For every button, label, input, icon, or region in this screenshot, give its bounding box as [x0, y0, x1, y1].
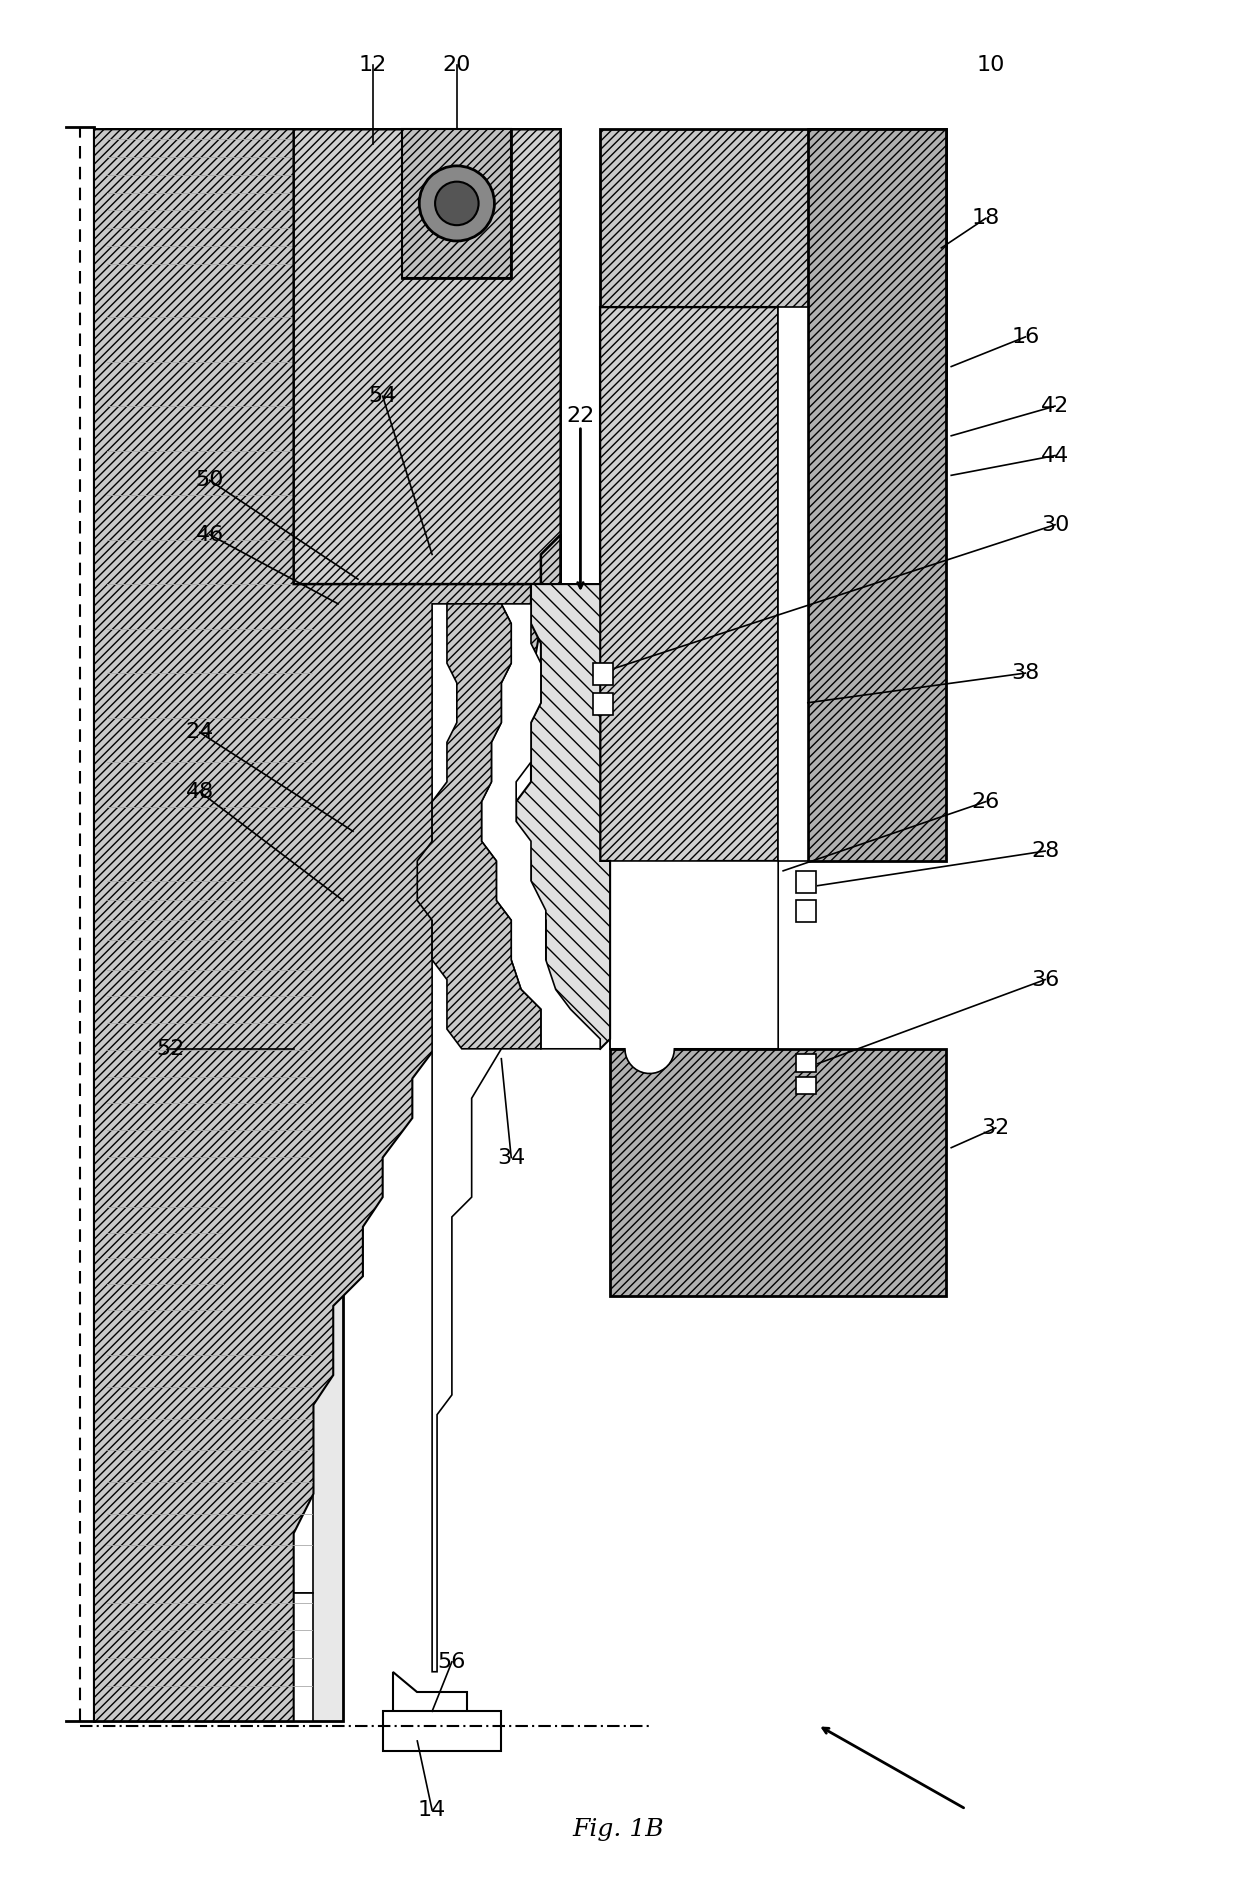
Text: 30: 30	[1040, 516, 1069, 535]
Polygon shape	[610, 861, 778, 1048]
Text: Fig. 1B: Fig. 1B	[573, 1819, 664, 1842]
Polygon shape	[106, 308, 313, 871]
Text: 28: 28	[1030, 841, 1059, 861]
Text: 52: 52	[156, 1039, 184, 1060]
Text: 36: 36	[1030, 969, 1059, 990]
Polygon shape	[795, 1077, 815, 1094]
Polygon shape	[382, 1711, 501, 1751]
Polygon shape	[610, 861, 778, 1073]
Polygon shape	[795, 1054, 815, 1071]
Text: 46: 46	[195, 525, 224, 544]
Polygon shape	[795, 871, 815, 893]
Polygon shape	[795, 901, 815, 922]
Text: 38: 38	[1012, 663, 1039, 684]
Polygon shape	[106, 1592, 313, 1721]
Text: 26: 26	[972, 791, 999, 812]
Polygon shape	[610, 1048, 946, 1296]
Polygon shape	[106, 1345, 313, 1592]
Text: 22: 22	[567, 406, 595, 427]
Text: 42: 42	[1040, 397, 1069, 416]
Polygon shape	[106, 871, 244, 960]
Polygon shape	[600, 128, 946, 406]
Polygon shape	[94, 128, 343, 1721]
Polygon shape	[600, 308, 778, 861]
Polygon shape	[392, 1672, 466, 1721]
Text: 54: 54	[369, 385, 397, 406]
Polygon shape	[447, 604, 600, 1048]
Polygon shape	[417, 604, 541, 1048]
Polygon shape	[432, 604, 501, 1672]
Text: 34: 34	[497, 1149, 526, 1167]
Polygon shape	[516, 584, 610, 1048]
Polygon shape	[402, 128, 511, 278]
Polygon shape	[106, 1198, 224, 1345]
Text: 50: 50	[195, 470, 224, 491]
Polygon shape	[778, 308, 808, 861]
Text: 18: 18	[972, 208, 999, 229]
Polygon shape	[594, 663, 614, 686]
Circle shape	[435, 181, 479, 225]
Polygon shape	[293, 128, 560, 584]
Text: 24: 24	[186, 722, 214, 742]
Polygon shape	[808, 128, 946, 861]
Text: 14: 14	[418, 1800, 447, 1821]
Polygon shape	[94, 128, 560, 1721]
Polygon shape	[106, 128, 313, 308]
Text: 48: 48	[186, 782, 214, 801]
Polygon shape	[106, 960, 313, 1198]
Text: 44: 44	[1040, 446, 1069, 465]
Text: 20: 20	[443, 55, 471, 76]
Polygon shape	[594, 693, 614, 714]
Circle shape	[419, 166, 495, 242]
Text: 16: 16	[1012, 327, 1039, 348]
Text: 10: 10	[976, 55, 1004, 76]
Text: 32: 32	[982, 1118, 1009, 1137]
Polygon shape	[402, 128, 511, 278]
Polygon shape	[531, 308, 778, 1048]
Text: 12: 12	[359, 55, 387, 76]
Text: 56: 56	[438, 1651, 466, 1672]
